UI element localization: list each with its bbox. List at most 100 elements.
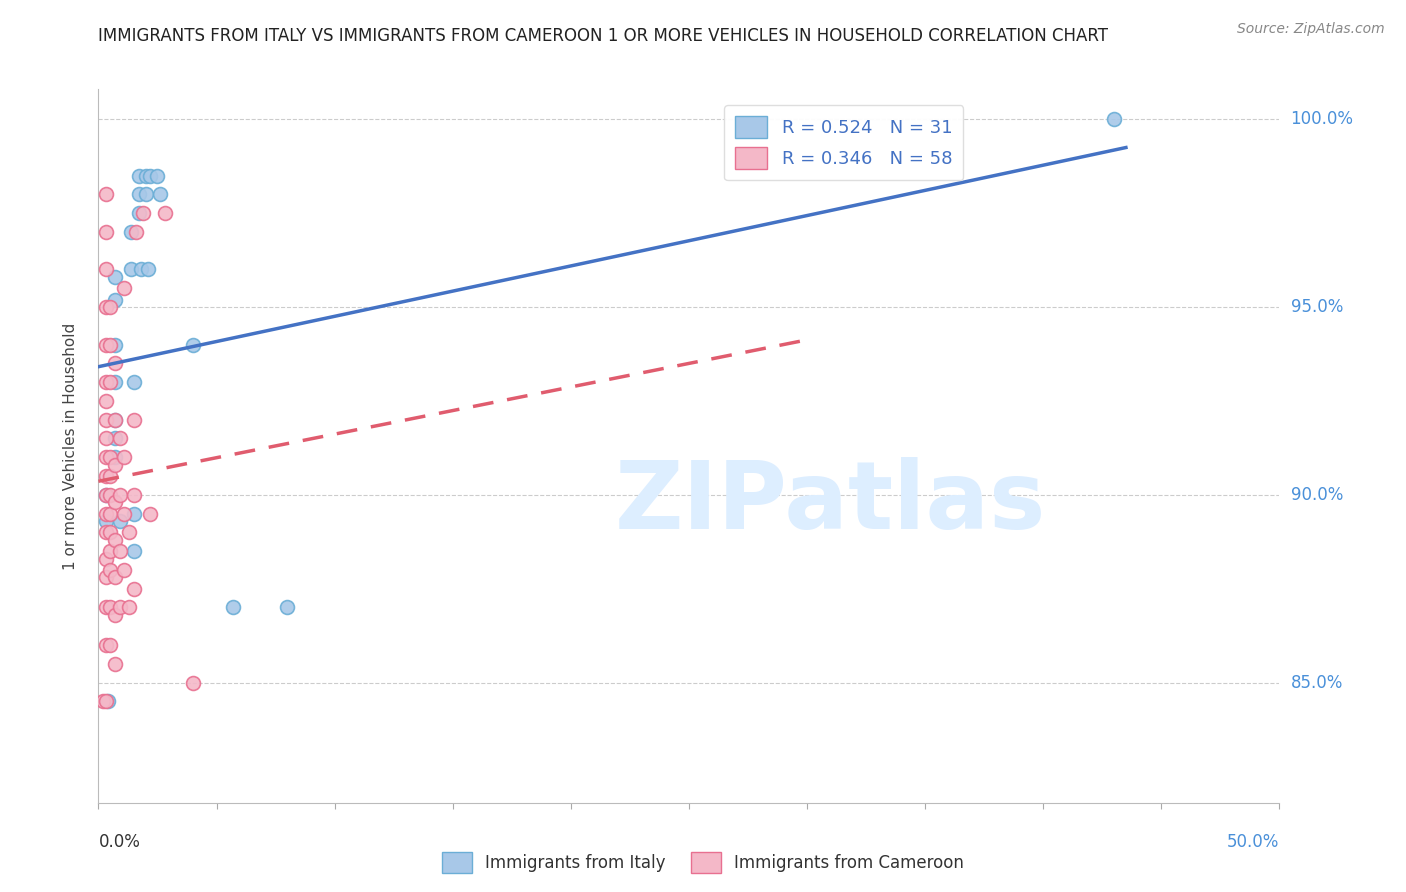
- Point: [146, 169, 169, 183]
- Point: [139, 507, 162, 521]
- Point: [122, 544, 145, 558]
- Point: [104, 495, 127, 509]
- Point: [94, 514, 117, 528]
- Text: IMMIGRANTS FROM ITALY VS IMMIGRANTS FROM CAMEROON 1 OR MORE VEHICLES IN HOUSEHOL: IMMIGRANTS FROM ITALY VS IMMIGRANTS FROM…: [98, 27, 1108, 45]
- Point: [98, 488, 121, 502]
- Point: [94, 450, 117, 465]
- Point: [94, 413, 117, 427]
- Point: [94, 694, 117, 708]
- Point: [104, 450, 127, 465]
- Point: [94, 469, 117, 483]
- Point: [149, 187, 172, 202]
- Point: [122, 488, 145, 502]
- Point: [139, 169, 162, 183]
- Point: [98, 544, 121, 558]
- Point: [94, 432, 117, 446]
- Point: [104, 570, 127, 584]
- Point: [98, 300, 121, 314]
- Point: [104, 270, 127, 285]
- Point: [181, 675, 204, 690]
- Point: [135, 187, 157, 202]
- Point: [122, 413, 145, 427]
- Point: [94, 488, 117, 502]
- Point: [94, 551, 117, 566]
- Text: 50.0%: 50.0%: [1227, 833, 1279, 851]
- Point: [122, 507, 145, 521]
- Point: [112, 507, 135, 521]
- Point: [94, 187, 117, 202]
- Point: [112, 450, 135, 465]
- Point: [98, 375, 121, 389]
- Point: [121, 262, 143, 277]
- Point: [98, 507, 121, 521]
- Point: [94, 337, 117, 351]
- Point: [104, 375, 127, 389]
- Point: [118, 600, 141, 615]
- Point: [94, 525, 117, 540]
- Point: [98, 450, 121, 465]
- Point: [108, 432, 131, 446]
- Point: [118, 525, 141, 540]
- Point: [125, 225, 148, 239]
- Point: [98, 600, 121, 615]
- Text: ZIPatlas: ZIPatlas: [614, 457, 1046, 549]
- Point: [94, 375, 117, 389]
- Point: [135, 169, 157, 183]
- Point: [104, 607, 127, 622]
- Point: [112, 281, 135, 295]
- Point: [108, 600, 131, 615]
- Point: [276, 600, 298, 615]
- Point: [94, 600, 117, 615]
- Point: [108, 488, 131, 502]
- Point: [98, 563, 121, 577]
- Legend: R = 0.524   N = 31, R = 0.346   N = 58: R = 0.524 N = 31, R = 0.346 N = 58: [724, 105, 963, 180]
- Point: [98, 638, 121, 652]
- Point: [97, 694, 120, 708]
- Text: 0.0%: 0.0%: [98, 833, 141, 851]
- Point: [104, 458, 127, 472]
- Point: [98, 337, 121, 351]
- Point: [108, 544, 131, 558]
- Point: [122, 375, 145, 389]
- Point: [94, 507, 117, 521]
- Text: 100.0%: 100.0%: [1291, 111, 1354, 128]
- Point: [94, 570, 117, 584]
- Point: [104, 657, 127, 671]
- Point: [128, 169, 150, 183]
- Point: [104, 337, 127, 351]
- Text: 85.0%: 85.0%: [1291, 673, 1343, 691]
- Point: [104, 356, 127, 370]
- Point: [94, 225, 117, 239]
- Point: [104, 293, 127, 307]
- Point: [104, 413, 127, 427]
- Point: [121, 225, 143, 239]
- Point: [153, 206, 176, 220]
- Point: [94, 393, 117, 408]
- Point: [94, 262, 117, 277]
- Point: [98, 469, 121, 483]
- Point: [128, 206, 150, 220]
- Text: 95.0%: 95.0%: [1291, 298, 1343, 316]
- Point: [128, 187, 150, 202]
- Point: [222, 600, 245, 615]
- Point: [108, 514, 131, 528]
- Point: [122, 582, 145, 596]
- Point: [136, 262, 159, 277]
- Text: Source: ZipAtlas.com: Source: ZipAtlas.com: [1237, 22, 1385, 37]
- Y-axis label: 1 or more Vehicles in Household: 1 or more Vehicles in Household: [63, 322, 77, 570]
- Point: [98, 525, 121, 540]
- Point: [112, 563, 135, 577]
- Point: [94, 638, 117, 652]
- Point: [94, 300, 117, 314]
- Point: [94, 488, 117, 502]
- Point: [132, 206, 155, 220]
- Point: [1102, 112, 1125, 127]
- Point: [129, 262, 152, 277]
- Point: [91, 694, 114, 708]
- Point: [104, 432, 127, 446]
- Text: 90.0%: 90.0%: [1291, 486, 1343, 504]
- Legend: Immigrants from Italy, Immigrants from Cameroon: Immigrants from Italy, Immigrants from C…: [436, 846, 970, 880]
- Point: [104, 533, 127, 547]
- Point: [104, 413, 127, 427]
- Point: [181, 337, 204, 351]
